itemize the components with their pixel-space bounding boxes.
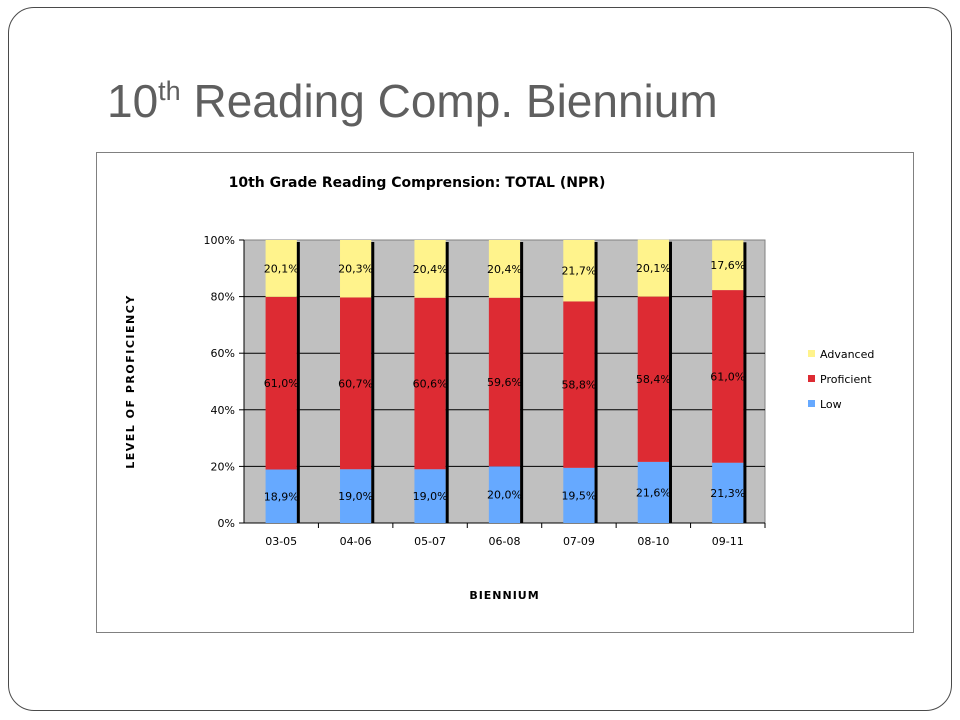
- bar-proficient: [414, 297, 446, 470]
- bar-advanced: [414, 240, 446, 298]
- bar-advanced: [712, 240, 744, 291]
- legend-label-advanced: Advanced: [820, 348, 874, 361]
- slide-title: 10th Reading Comp. Biennium: [107, 75, 718, 127]
- x-tick-label: 09-11: [712, 535, 744, 548]
- data-label-proficient: 58,4%: [636, 373, 671, 386]
- slide-title-text: Reading Comp. Biennium: [180, 75, 718, 127]
- legend-swatch-advanced: [808, 350, 815, 357]
- bar-advanced: [265, 240, 297, 297]
- data-label-advanced: 21,7%: [561, 265, 596, 278]
- legend-swatch-proficient: [808, 375, 815, 382]
- data-label-low: 18,9%: [264, 490, 299, 503]
- chart-frame: 10th Grade Reading Comprension: TOTAL (N…: [96, 152, 914, 633]
- data-label-advanced: 20,3%: [338, 263, 373, 276]
- bar-advanced: [340, 240, 372, 298]
- x-tick-label: 05-07: [414, 535, 446, 548]
- bar-proficient: [340, 297, 372, 470]
- bar-low: [414, 469, 446, 523]
- bar-low: [488, 466, 521, 523]
- y-tick-label: 0%: [218, 517, 235, 530]
- bar-shadow: [743, 242, 747, 523]
- y-tick-label: 60%: [211, 347, 235, 360]
- data-label-advanced: 20,1%: [264, 262, 299, 275]
- bar-shadow: [371, 242, 375, 523]
- x-tick-label: 03-05: [265, 535, 297, 548]
- data-label-proficient: 60,6%: [413, 377, 448, 390]
- bar-low: [712, 462, 744, 523]
- data-label-low: 19,0%: [338, 490, 373, 503]
- x-axis-title: BIENNIUM: [469, 589, 539, 602]
- bar-shadow: [296, 242, 300, 523]
- data-label-proficient: 58,8%: [561, 379, 596, 392]
- x-tick-label: 04-06: [340, 535, 372, 548]
- data-label-low: 19,0%: [413, 490, 448, 503]
- bar-shadow: [668, 241, 672, 523]
- bar-low: [340, 469, 372, 523]
- data-label-advanced: 20,4%: [487, 263, 522, 276]
- data-label-low: 19,5%: [561, 489, 596, 502]
- bar-shadow: [520, 242, 524, 523]
- data-label-low: 21,3%: [710, 487, 745, 500]
- y-tick-label: 80%: [211, 291, 235, 304]
- bar-proficient: [563, 301, 595, 468]
- data-label-proficient: 61,0%: [264, 377, 299, 390]
- x-tick-label: 08-10: [637, 535, 669, 548]
- legend-swatch-low: [808, 400, 815, 407]
- bar-proficient: [712, 290, 744, 463]
- y-tick-label: 100%: [204, 234, 235, 247]
- slide-title-superscript: th: [158, 76, 181, 106]
- bar-advanced: [563, 240, 595, 302]
- data-label-advanced: 20,1%: [636, 262, 671, 275]
- bar-low: [265, 469, 297, 523]
- bar-advanced: [637, 239, 669, 297]
- data-label-advanced: 17,6%: [710, 259, 745, 272]
- y-axis-title: LEVEL OF PROFICIENCY: [124, 294, 137, 469]
- bar-advanced: [488, 240, 521, 298]
- stacked-bar-chart: 10th Grade Reading Comprension: TOTAL (N…: [124, 175, 874, 602]
- legend-label-low: Low: [820, 398, 842, 411]
- bar-low: [563, 467, 595, 523]
- bar-proficient: [265, 296, 297, 470]
- y-tick-label: 20%: [211, 460, 235, 473]
- bar-proficient: [488, 297, 521, 467]
- bar-shadow: [445, 242, 449, 523]
- data-label-proficient: 61,0%: [710, 370, 745, 383]
- data-label-proficient: 59,6%: [487, 376, 522, 389]
- bar-shadow: [594, 242, 598, 523]
- slide-title-number: 10: [107, 75, 159, 127]
- chart-title: 10th Grade Reading Comprension: TOTAL (N…: [229, 175, 606, 191]
- data-label-low: 21,6%: [636, 486, 671, 499]
- bar-proficient: [637, 296, 669, 462]
- legend-label-proficient: Proficient: [820, 373, 872, 386]
- x-tick-label: 06-08: [489, 535, 521, 548]
- data-label-advanced: 20,4%: [413, 263, 448, 276]
- y-tick-label: 40%: [211, 404, 235, 417]
- data-label-low: 20,0%: [487, 489, 522, 502]
- x-tick-label: 07-09: [563, 535, 595, 548]
- data-label-proficient: 60,7%: [338, 377, 373, 390]
- bar-low: [637, 461, 669, 523]
